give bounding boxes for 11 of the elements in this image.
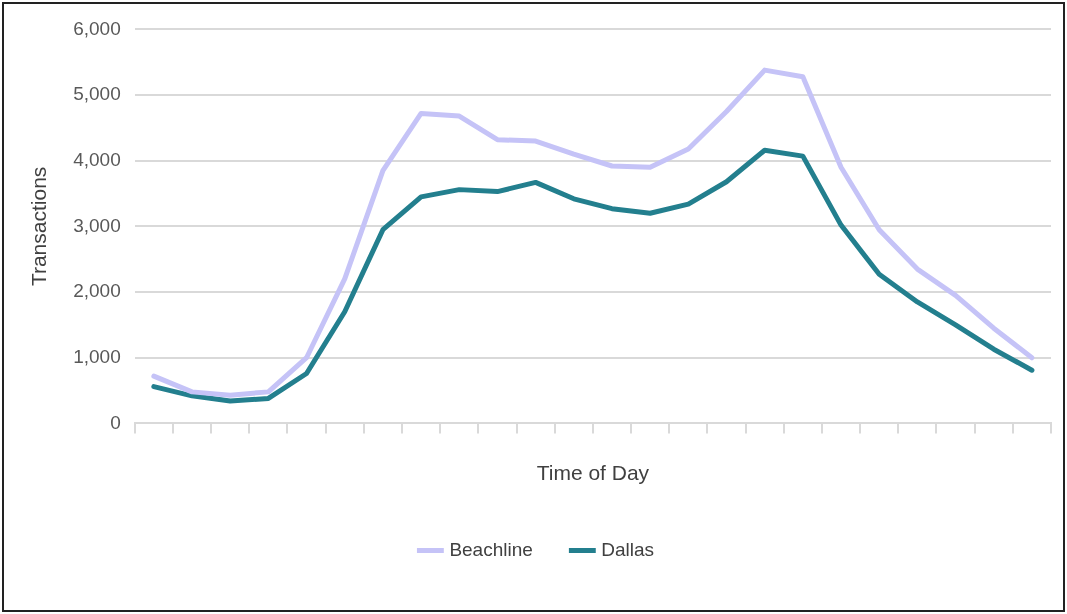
x-axis-title: Time of Day <box>536 461 650 485</box>
y-tick-label: 3,000 <box>73 214 121 236</box>
y-tick-label: 5,000 <box>73 83 121 105</box>
y-tick-label: 1,000 <box>73 345 121 367</box>
legend-label: Beachline <box>449 538 533 560</box>
y-tick-label: 0 <box>110 411 121 433</box>
y-tick-label: 2,000 <box>73 280 121 302</box>
y-axis-title: Transactions <box>27 166 51 287</box>
y-tick-label: 4,000 <box>73 148 121 170</box>
y-tick-label: 6,000 <box>73 17 121 39</box>
legend-label: Dallas <box>601 538 655 560</box>
